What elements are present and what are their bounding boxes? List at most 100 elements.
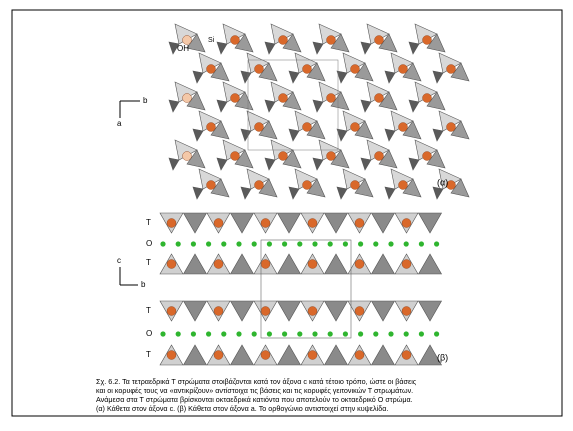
- figure-page: OH Si b a (α) T O T T O T c b (β) Σχ. 6.…: [0, 0, 573, 426]
- cation: [402, 351, 411, 360]
- oxygen: [297, 241, 302, 246]
- cation: [255, 65, 264, 74]
- layer-label: T: [146, 258, 151, 267]
- axis-label: b: [141, 280, 146, 289]
- cation: [255, 123, 264, 132]
- caption-line: και οι κορυφές τους να «αντικρίζουν» αντ…: [96, 386, 413, 395]
- cation: [327, 36, 336, 45]
- oxygen: [373, 241, 378, 246]
- cation: [303, 65, 312, 74]
- cation: [261, 307, 270, 316]
- cation: [167, 219, 176, 228]
- cation: [279, 94, 288, 103]
- cation: [214, 219, 223, 228]
- cation: [351, 123, 360, 132]
- oxygen: [252, 331, 257, 336]
- caption-line: Ανάμεσα στα Τ στρώματα βρίσκονται οκταεδ…: [96, 395, 413, 404]
- axis-label: a: [117, 119, 122, 128]
- oxygen: [236, 331, 241, 336]
- oxygen: [206, 331, 211, 336]
- oxygen: [312, 241, 317, 246]
- cation: [207, 181, 216, 190]
- label-oh: OH: [177, 44, 189, 53]
- oxygen: [388, 241, 393, 246]
- cation: [231, 36, 240, 45]
- cation: [255, 181, 264, 190]
- oxygen: [388, 331, 393, 336]
- cation: [261, 219, 270, 228]
- cation: [303, 181, 312, 190]
- cation: [402, 219, 411, 228]
- cation: [355, 307, 364, 316]
- cation: [355, 219, 364, 228]
- cation: [447, 123, 456, 132]
- oxygen: [282, 241, 287, 246]
- cation: [375, 152, 384, 161]
- oxygen: [176, 241, 181, 246]
- caption-line: Σχ. 6.2. Τα τετραεδρικά Τ στρώματα στοιβ…: [96, 377, 417, 386]
- cation: [399, 181, 408, 190]
- oxygen: [191, 331, 196, 336]
- cation: [279, 36, 288, 45]
- cation: [214, 351, 223, 360]
- layer-label: T: [146, 218, 151, 227]
- oxygen: [282, 331, 287, 336]
- cation: [355, 351, 364, 360]
- oxygen: [312, 331, 317, 336]
- cation: [308, 260, 317, 269]
- page: {"figure": { "panel_a": {"labels": ["OH"…: [0, 0, 573, 426]
- cation: [207, 123, 216, 132]
- oxygen: [358, 331, 363, 336]
- oxygen: [358, 241, 363, 246]
- cation: [167, 351, 176, 360]
- cation: [214, 307, 223, 316]
- cation: [447, 65, 456, 74]
- oxygen: [252, 241, 257, 246]
- caption: Σχ. 6.2. Τα τετραεδρικά Τ στρώματα στοιβ…: [96, 377, 417, 413]
- cation: [183, 94, 192, 103]
- oxygen: [328, 241, 333, 246]
- oxygen: [236, 241, 241, 246]
- cation: [327, 94, 336, 103]
- cation: [303, 123, 312, 132]
- cation: [423, 36, 432, 45]
- oxygen: [434, 241, 439, 246]
- cation: [402, 307, 411, 316]
- oxygen: [267, 331, 272, 336]
- oxygen: [160, 331, 165, 336]
- cation: [308, 351, 317, 360]
- cation: [308, 219, 317, 228]
- oxygen: [176, 331, 181, 336]
- oxygen: [404, 331, 409, 336]
- oxygen: [267, 241, 272, 246]
- cation: [327, 152, 336, 161]
- cation: [355, 260, 364, 269]
- oxygen: [160, 241, 165, 246]
- cation: [261, 260, 270, 269]
- oxygen: [419, 331, 424, 336]
- layer-label: T: [146, 306, 151, 315]
- cation: [399, 65, 408, 74]
- axis-label: b: [143, 96, 148, 105]
- panel-tag: (β): [437, 352, 448, 362]
- cation: [207, 65, 216, 74]
- cation: [351, 65, 360, 74]
- cation: [375, 94, 384, 103]
- cation: [231, 94, 240, 103]
- cation: [231, 152, 240, 161]
- oxygen: [373, 331, 378, 336]
- oxygen: [434, 331, 439, 336]
- oxygen: [297, 331, 302, 336]
- oxygen: [206, 241, 211, 246]
- cation: [375, 36, 384, 45]
- layer-label: O: [146, 329, 152, 338]
- oxygen: [404, 241, 409, 246]
- cation: [423, 152, 432, 161]
- cation: [261, 351, 270, 360]
- cation: [402, 260, 411, 269]
- axis-label: c: [117, 256, 121, 265]
- cation: [399, 123, 408, 132]
- cation: [308, 307, 317, 316]
- cation: [167, 307, 176, 316]
- panel-tag: (α): [437, 177, 448, 187]
